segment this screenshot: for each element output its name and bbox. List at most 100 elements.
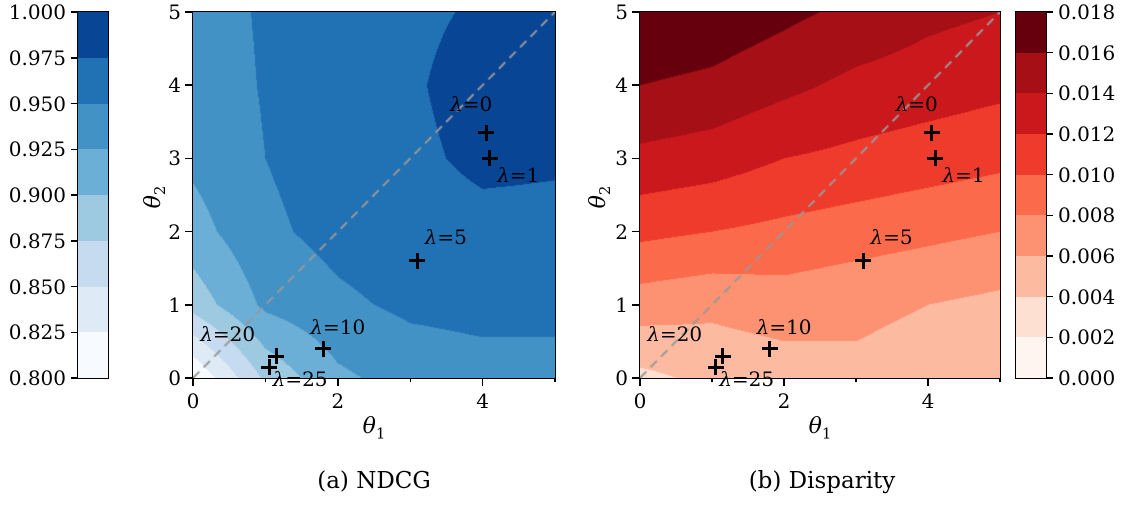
colorbar-tick-label: 0.925 — [8, 137, 66, 162]
lambda-symbol: λ — [870, 224, 884, 249]
lambda-annotation: λ=25 — [273, 368, 328, 390]
y-tick-label: 1 — [615, 292, 628, 317]
colorbar-tick — [71, 148, 78, 150]
y-major-tick — [632, 11, 640, 13]
lambda-symbol: λ — [200, 322, 213, 347]
annotation-value: =5 — [883, 224, 913, 249]
x-minor-tick — [554, 378, 556, 382]
lambda-symbol: λ — [272, 367, 286, 392]
colorbar-segment — [78, 12, 108, 58]
x-tick-label: 4 — [476, 389, 489, 413]
disparity-contour-canvas — [640, 12, 1000, 378]
colorbar-segment — [1016, 174, 1046, 216]
y-tick-label: 2 — [615, 219, 628, 244]
annotation-value: =10 — [769, 314, 812, 339]
y-major-tick — [185, 157, 193, 160]
x-tick-label: 2 — [777, 389, 791, 413]
colorbar-segment — [1016, 52, 1046, 94]
colorbar-tick — [71, 377, 78, 379]
lambda-marker — [923, 124, 940, 141]
colorbar-tick — [1046, 255, 1053, 257]
colorbar-segment — [78, 240, 108, 287]
colorbar-segment — [1016, 256, 1046, 297]
ylabel-subscript: 2 — [596, 185, 615, 196]
lambda-symbol: λ — [424, 224, 438, 249]
annotation-value: =0 — [908, 91, 938, 116]
y-tick-label: 4 — [615, 73, 628, 98]
x-tick-label: 0 — [633, 389, 647, 413]
ndcg-ylabel: θ2 — [141, 186, 169, 209]
x-minor-tick — [999, 378, 1001, 382]
disparity-xlabel: θ1 — [809, 414, 832, 442]
x-minor-tick — [409, 378, 411, 382]
theta-symbol: θ — [808, 414, 822, 439]
y-tick-label: 4 — [168, 73, 181, 98]
lambda-marker — [927, 150, 944, 167]
lambda-marker — [481, 150, 498, 167]
x-major-tick — [783, 378, 785, 386]
theta-symbol: θ — [362, 414, 376, 439]
ndcg-plot-area — [192, 11, 556, 379]
colorbar-tick-label: 0.850 — [8, 274, 66, 299]
colorbar-tick — [71, 240, 78, 242]
x-tick-label: 0 — [186, 389, 200, 413]
colorbar-tick-label: 0.012 — [1058, 122, 1116, 146]
ndcg-xlabel: θ1 — [363, 414, 386, 442]
xlabel-subscript: 1 — [821, 424, 832, 443]
lambda-marker — [478, 124, 495, 141]
lambda-annotation: λ=0 — [450, 93, 492, 115]
colorbar-tick-label: 0.975 — [8, 45, 66, 70]
colorbar-segment — [1016, 93, 1046, 135]
disparity-colorbar — [1015, 11, 1047, 379]
y-tick-label: 3 — [615, 146, 628, 171]
colorbar-tick-label: 0.004 — [1058, 284, 1116, 309]
annotation-value: =1 — [509, 162, 540, 187]
y-major-tick — [185, 84, 193, 86]
colorbar-tick-label: 0.875 — [8, 228, 66, 253]
lambda-marker — [714, 348, 731, 365]
colorbar-tick — [1046, 133, 1053, 135]
colorbar-tick — [1046, 214, 1053, 217]
colorbar-segment — [1016, 296, 1046, 338]
colorbar-tick — [1046, 377, 1053, 379]
x-tick-label: 4 — [921, 389, 935, 413]
lambda-marker — [261, 359, 278, 376]
y-tick-label: 0 — [168, 366, 181, 390]
annotation-value: =25 — [285, 367, 328, 392]
lambda-symbol: λ — [647, 322, 660, 347]
ndcg-colorbar — [77, 11, 109, 379]
colorbar-tick — [71, 194, 78, 196]
ylabel-subscript: 2 — [151, 185, 170, 196]
lambda-marker — [761, 340, 778, 357]
colorbar-tick — [71, 285, 78, 288]
lambda-annotation: λ=0 — [896, 93, 938, 115]
y-major-tick — [632, 84, 640, 86]
colorbar-tick — [71, 11, 78, 13]
colorbar-tick-label: 0.800 — [8, 366, 66, 390]
theta-symbol: θ — [585, 195, 611, 209]
caption-disparity: (b) Disparity — [748, 468, 896, 494]
colorbar-tick — [1046, 92, 1053, 95]
colorbar-tick-label: 0.016 — [1058, 40, 1116, 65]
y-major-tick — [185, 304, 193, 306]
y-tick-label: 0 — [615, 366, 628, 390]
xlabel-subscript: 1 — [375, 424, 386, 443]
colorbar-tick — [1046, 51, 1053, 54]
colorbar-tick-label: 0.018 — [1058, 0, 1116, 24]
lambda-marker — [268, 348, 285, 365]
colorbar-tick-label: 0.900 — [8, 183, 66, 207]
x-minor-tick — [855, 378, 857, 382]
colorbar-segment — [78, 103, 108, 150]
lambda-annotation: λ=5 — [425, 226, 467, 248]
ndcg-contour-canvas — [193, 12, 555, 378]
colorbar-segment — [78, 286, 108, 333]
lambda-symbol: λ — [895, 91, 909, 116]
lambda-marker — [707, 359, 724, 376]
x-major-tick — [192, 378, 194, 386]
lambda-annotation: λ=25 — [719, 368, 774, 390]
lambda-symbol: λ — [942, 162, 956, 187]
y-major-tick — [185, 11, 193, 13]
colorbar-tick-label: 0.014 — [1058, 81, 1116, 106]
colorbar-tick-label: 0.002 — [1058, 325, 1116, 350]
